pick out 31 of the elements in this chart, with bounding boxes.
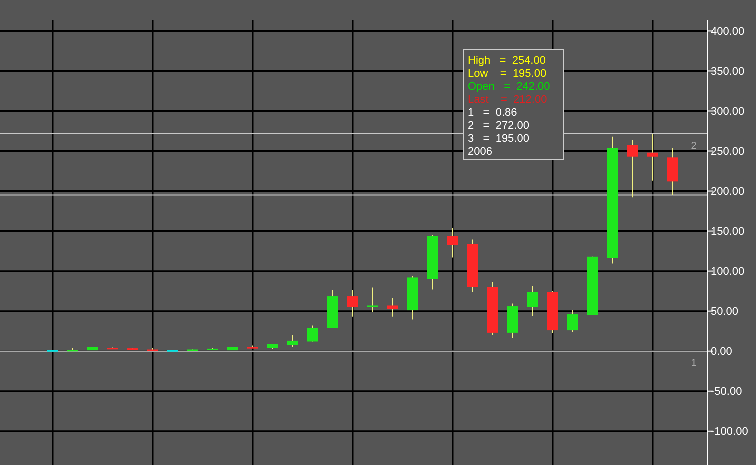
candlestick: [368, 287, 378, 313]
y-tick-label: 50.00: [711, 306, 739, 318]
y-tick-label: 300.00: [711, 106, 745, 118]
annotation: 2006: [468, 146, 492, 158]
y-tick-label: 350.00: [711, 66, 745, 78]
candlestick: [648, 134, 658, 182]
candlestick: [388, 298, 398, 318]
y-tick-label: 100.00: [711, 266, 745, 278]
annotation: High = 254.00: [468, 55, 546, 67]
y-tick-label: 250.00: [711, 146, 745, 158]
candlestick: [528, 286, 538, 317]
text: 2: [691, 141, 698, 152]
candlestick: [568, 310, 578, 333]
candlestick: [348, 290, 358, 318]
annotation: Last = 212.00: [468, 94, 548, 106]
y-tick-label: -100.00: [711, 426, 748, 438]
annotation: 2 = 272.00: [468, 120, 530, 132]
annotation: Low = 195.00: [468, 68, 547, 80]
y-tick-label: 0.00: [711, 346, 732, 358]
candlestick: [448, 228, 458, 258]
y-tick-label: 200.00: [711, 186, 745, 198]
candlestick: [308, 325, 318, 342]
candlestick: [288, 334, 298, 348]
annotation: Open = 242.00: [468, 81, 550, 93]
y-tick-label: 400.00: [711, 26, 745, 38]
y-tick-label: 150.00: [711, 226, 745, 238]
text: 1: [691, 358, 698, 369]
annotation: 1 = 0.86: [468, 107, 518, 119]
candlestick: [628, 140, 638, 198]
annotation: 3 = 195.00: [468, 133, 530, 145]
y-tick-label: -50.00: [711, 386, 742, 398]
